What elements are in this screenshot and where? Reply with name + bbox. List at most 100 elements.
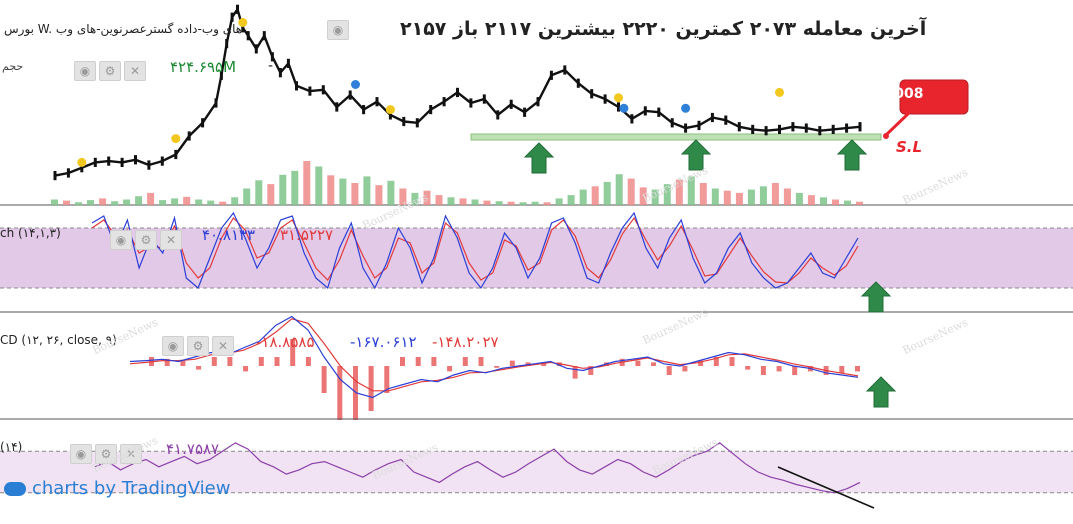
rsi-trendline xyxy=(777,466,875,509)
volume-bar xyxy=(75,202,82,206)
macd-histogram-bar xyxy=(227,357,233,366)
rsi-line xyxy=(94,442,861,494)
volume-bar xyxy=(399,188,407,205)
macd-histogram-bar xyxy=(494,366,500,368)
macd-histogram-bar xyxy=(478,357,484,366)
gear-icon[interactable]: ⚙ xyxy=(135,230,157,250)
volume-bar xyxy=(723,190,731,205)
volume-bar xyxy=(183,196,191,206)
volume-bar xyxy=(123,199,131,205)
volume-bar xyxy=(315,166,323,205)
close-icon[interactable]: ✕ xyxy=(212,336,234,356)
volume-bar xyxy=(291,170,299,205)
volume-bar xyxy=(759,186,767,205)
stop-loss-label: S.L xyxy=(896,138,923,156)
quote-line: ۲۱۵۷ آخرین معامله ۲۰۷۳ کمترین ۲۲۲۰ بیشتر… xyxy=(400,18,927,40)
volume-bar xyxy=(147,192,155,205)
signal-dot xyxy=(619,103,629,113)
volume-value: ۴۲۴.۶۹۵M xyxy=(170,58,237,76)
close-icon[interactable]: ✕ xyxy=(160,230,182,250)
volume-bar xyxy=(231,197,239,205)
macd-histogram-bar xyxy=(682,366,688,372)
tradingview-branding[interactable]: charts by TradingView xyxy=(4,478,230,499)
volume-bar xyxy=(255,180,263,206)
volume-bar xyxy=(699,183,707,205)
volume-bar xyxy=(207,200,215,205)
macd-histogram-bar xyxy=(760,366,766,375)
badge-pointer xyxy=(884,110,912,137)
volume-bar xyxy=(375,185,383,205)
volume-bar xyxy=(435,195,443,205)
macd-histogram-bar xyxy=(290,339,296,366)
volume-bar xyxy=(832,199,839,205)
macd-histogram-bar xyxy=(337,366,343,420)
volume-dash: - xyxy=(268,58,274,74)
macd-label: CD (۱۲, ۲۶, close, ۹) xyxy=(0,333,117,347)
volume-bar xyxy=(411,192,419,205)
eye-icon[interactable]: ◉ xyxy=(110,230,132,250)
volume-bar xyxy=(735,192,743,205)
stoch-value-d: ۳۱.۵۲۲۷ xyxy=(280,226,334,244)
macd-histogram-bar xyxy=(839,366,845,374)
volume-bar xyxy=(387,180,395,205)
badge-pointer-dot xyxy=(883,133,889,139)
cloud-icon xyxy=(4,482,26,496)
volume-label: حجم xyxy=(2,60,24,73)
support-line xyxy=(470,133,882,141)
volume-bar xyxy=(279,174,287,206)
volume-bar xyxy=(531,201,539,205)
volume-bar xyxy=(579,189,587,205)
eye-icon[interactable]: ◉ xyxy=(74,61,96,81)
macd-histogram-bar xyxy=(353,366,358,420)
volume-bar xyxy=(159,200,167,206)
macd-histogram-bar xyxy=(415,357,421,366)
macd-histogram-bar xyxy=(713,357,719,366)
macd-histogram-bar xyxy=(729,357,735,366)
volume-bar xyxy=(99,198,107,205)
macd-histogram-bar xyxy=(164,358,170,366)
macd-value-hist: -۱۸.۸۵۸۵ xyxy=(256,333,315,351)
volume-bar xyxy=(675,179,683,205)
volume-bar xyxy=(820,197,827,205)
volume-bar xyxy=(447,197,455,205)
symbol-line: بورس W. های وب-داده گسترعصرنوین-های وب xyxy=(4,22,243,36)
volume-legend-controls: ◉ ⚙ ✕ xyxy=(74,61,146,81)
volume-bar xyxy=(351,183,359,205)
volume-bar xyxy=(219,201,227,205)
volume-bar xyxy=(471,199,479,205)
eye-icon[interactable]: ◉ xyxy=(327,20,349,40)
volume-bar xyxy=(111,201,119,206)
macd-histogram-bar xyxy=(431,357,437,366)
volume-bar xyxy=(519,202,527,206)
volume-bar xyxy=(267,184,275,205)
gear-icon[interactable]: ⚙ xyxy=(99,61,121,81)
stoch-label: ch (۱۴,۱,۳) xyxy=(0,226,61,240)
close-icon[interactable]: ✕ xyxy=(124,61,146,81)
macd-legend-controls: ◉ ⚙ ✕ xyxy=(162,336,234,356)
eye-icon[interactable]: ◉ xyxy=(162,336,184,356)
macd-histogram-bar xyxy=(274,357,280,366)
macd-histogram-bar xyxy=(698,360,704,366)
volume-bar xyxy=(483,200,491,205)
volume-bar xyxy=(771,183,779,205)
volume-bar xyxy=(171,198,179,205)
gear-icon[interactable]: ⚙ xyxy=(187,336,209,356)
volume-bar xyxy=(327,175,335,205)
macd-histogram-bar xyxy=(651,362,656,366)
macd-histogram-bar xyxy=(384,366,390,393)
gear-icon[interactable]: ⚙ xyxy=(95,444,117,464)
up-arrow xyxy=(523,142,555,174)
volume-bar xyxy=(495,201,503,206)
macd-histogram-bar xyxy=(792,366,798,375)
eye-icon[interactable]: ◉ xyxy=(70,444,92,464)
macd-histogram-bar xyxy=(321,366,327,393)
volume-bar xyxy=(303,161,311,205)
macd-histogram-bar xyxy=(541,362,547,366)
macd-histogram-bar xyxy=(258,357,264,366)
volume-bar xyxy=(507,201,515,205)
signal-dot xyxy=(385,105,395,115)
volume-bar xyxy=(844,200,851,205)
macd-histogram-bar xyxy=(635,360,641,366)
macd-histogram-bar xyxy=(211,357,217,366)
close-icon[interactable]: ✕ xyxy=(120,444,142,464)
